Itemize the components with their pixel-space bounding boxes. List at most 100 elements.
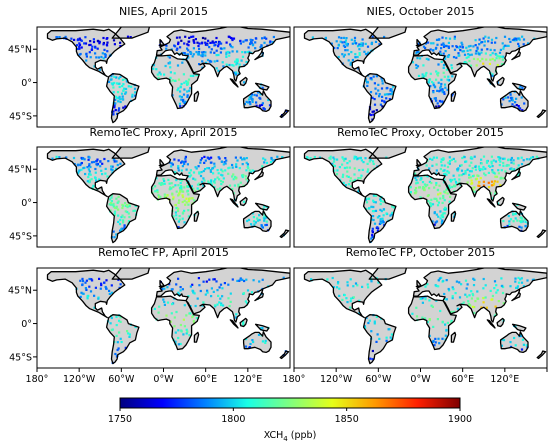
xch4-point bbox=[489, 54, 492, 57]
xch4-point bbox=[428, 157, 432, 160]
xch4-point bbox=[309, 157, 312, 160]
xch4-point bbox=[271, 159, 274, 162]
xch4-point bbox=[265, 220, 268, 223]
xch4-point bbox=[370, 77, 373, 80]
xch4-point bbox=[491, 294, 494, 298]
xch4-point bbox=[263, 36, 266, 39]
xch4-point bbox=[183, 162, 186, 166]
xch4-point bbox=[269, 161, 273, 164]
xch4-point bbox=[245, 39, 248, 42]
xch4-point bbox=[428, 187, 431, 190]
xch4-point bbox=[415, 182, 418, 185]
xch4-point bbox=[459, 164, 462, 167]
xch4-point bbox=[118, 331, 121, 334]
xch4-point bbox=[363, 325, 366, 328]
xch4-point bbox=[112, 205, 115, 208]
xch4-point bbox=[187, 193, 190, 196]
xch4-point bbox=[424, 185, 428, 188]
xch4-point bbox=[117, 214, 120, 217]
xch4-point bbox=[349, 278, 352, 281]
xch4-point bbox=[431, 305, 434, 308]
xch4-point bbox=[246, 219, 249, 223]
xch4-point bbox=[223, 161, 226, 164]
xch4-point bbox=[245, 169, 248, 172]
lon-tick-label: 180° bbox=[283, 374, 306, 385]
xch4-point bbox=[477, 184, 480, 187]
xch4-point bbox=[347, 53, 350, 56]
xch4-point bbox=[440, 222, 444, 225]
xch4-point bbox=[446, 170, 449, 173]
xch4-point bbox=[508, 220, 511, 223]
xch4-point bbox=[215, 41, 218, 44]
xch4-point bbox=[119, 283, 122, 286]
xch4-point bbox=[174, 331, 177, 334]
xch4-point bbox=[77, 170, 80, 173]
xch4-point bbox=[126, 35, 130, 38]
xch4-point bbox=[177, 184, 180, 187]
lon-tick-label: 120°W bbox=[63, 374, 96, 385]
xch4-point bbox=[514, 101, 517, 104]
xch4-point bbox=[119, 75, 122, 78]
xch4-point bbox=[208, 60, 211, 63]
xch4-point bbox=[354, 53, 357, 56]
xch4-point bbox=[211, 40, 214, 43]
xch4-point bbox=[432, 91, 435, 94]
xch4-point bbox=[192, 291, 195, 294]
xch4-point bbox=[202, 51, 206, 54]
xch4-point bbox=[179, 342, 182, 346]
xch4-point bbox=[58, 36, 61, 39]
xch4-point bbox=[421, 73, 424, 76]
colorbar-tick-label: 1850 bbox=[335, 414, 359, 425]
xch4-point bbox=[498, 158, 501, 161]
xch4-point bbox=[499, 55, 502, 58]
xch4-point bbox=[231, 50, 234, 53]
colorbar-tick-label: 1750 bbox=[108, 414, 132, 425]
xch4-point bbox=[447, 161, 450, 164]
xch4-point bbox=[387, 328, 390, 331]
xch4-point bbox=[224, 169, 227, 172]
xch4-point bbox=[375, 92, 378, 95]
xch4-point bbox=[128, 203, 131, 206]
xch4-point bbox=[502, 302, 505, 305]
xch4-point bbox=[246, 289, 250, 292]
xch4-point bbox=[167, 178, 170, 181]
xch4-point bbox=[170, 165, 173, 168]
xch4-point bbox=[444, 50, 447, 53]
xch4-point bbox=[421, 181, 425, 184]
xch4-point bbox=[356, 55, 359, 59]
xch4-point bbox=[451, 75, 454, 78]
xch4-point bbox=[247, 218, 251, 221]
xch4-point bbox=[186, 94, 189, 97]
xch4-point bbox=[422, 64, 425, 67]
xch4-point bbox=[476, 47, 479, 51]
xch4-point bbox=[264, 341, 267, 344]
xch4-point bbox=[180, 82, 183, 86]
xch4-point bbox=[171, 163, 174, 166]
xch4-point bbox=[208, 157, 211, 161]
xch4-point bbox=[332, 164, 335, 167]
xch4-point bbox=[489, 165, 492, 168]
xch4-point bbox=[461, 43, 464, 46]
xch4-point bbox=[242, 40, 245, 43]
xch4-point bbox=[454, 180, 458, 183]
xch4-point bbox=[439, 210, 442, 213]
xch4-point bbox=[241, 51, 244, 54]
xch4-point bbox=[516, 286, 519, 289]
xch4-point bbox=[86, 180, 89, 183]
xch4-point bbox=[198, 182, 201, 185]
xch4-point bbox=[84, 287, 87, 290]
xch4-point bbox=[85, 288, 88, 291]
xch4-point bbox=[90, 161, 94, 164]
xch4-point bbox=[435, 182, 438, 185]
xch4-point bbox=[520, 334, 523, 338]
xch4-point bbox=[128, 205, 131, 208]
xch4-point bbox=[233, 175, 237, 179]
xch4-point bbox=[158, 195, 161, 198]
xch4-point bbox=[442, 42, 445, 45]
xch4-point bbox=[94, 167, 97, 171]
xch4-point bbox=[498, 51, 502, 54]
xch4-point bbox=[458, 178, 461, 181]
xch4-point bbox=[88, 156, 91, 159]
xch4-point bbox=[409, 186, 412, 189]
xch4-point bbox=[378, 337, 381, 340]
